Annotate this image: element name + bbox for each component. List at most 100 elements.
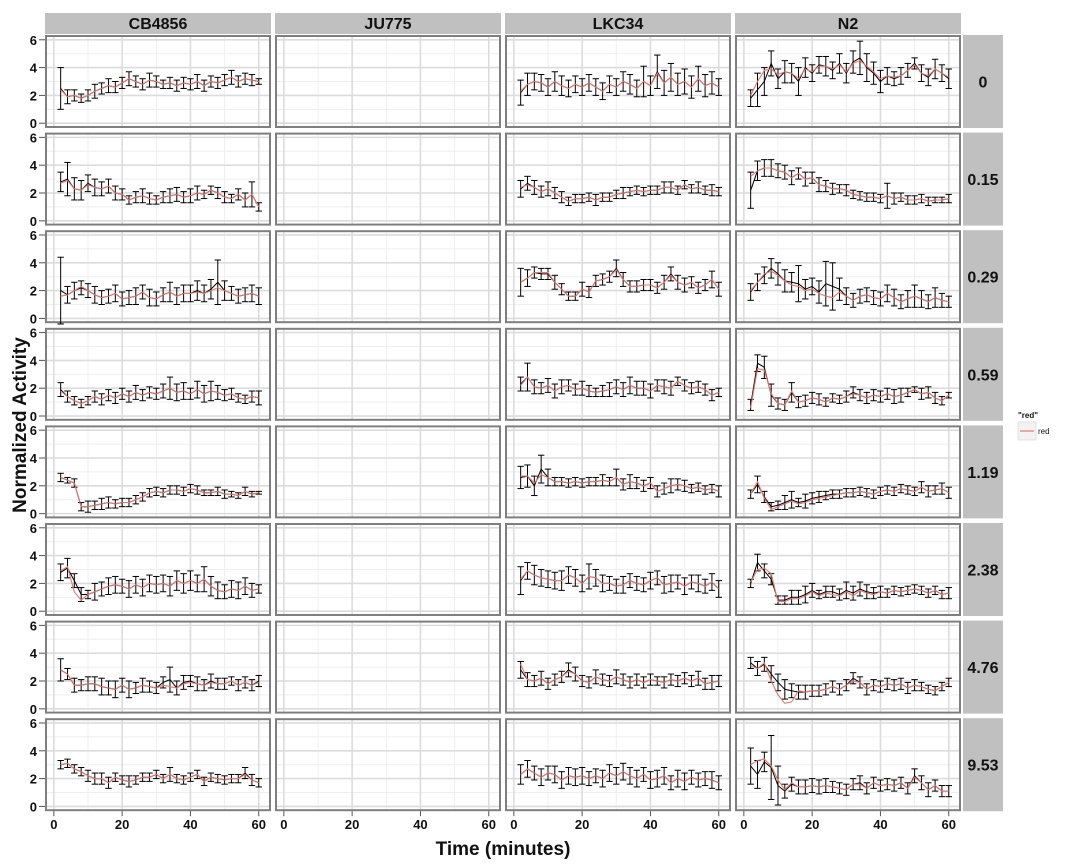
panel-border bbox=[45, 620, 271, 714]
red-line bbox=[520, 72, 720, 92]
series-N2-0 bbox=[747, 40, 952, 108]
panel-border bbox=[45, 230, 271, 324]
series-LKC34-0 bbox=[517, 54, 722, 106]
y-tick-label: 2 bbox=[30, 674, 37, 689]
x-tick-label: 20 bbox=[115, 817, 129, 832]
series-CB4856-0.15 bbox=[57, 161, 262, 212]
red-line bbox=[60, 387, 259, 405]
panel-LKC34-9.53 bbox=[505, 718, 731, 812]
panel-N2-0.59 bbox=[735, 327, 961, 421]
y-axis-title: Normalized Activity bbox=[10, 337, 31, 513]
panel-border bbox=[275, 132, 501, 226]
column-strip-label: N2 bbox=[838, 16, 859, 33]
panel-N2-2.38 bbox=[735, 523, 961, 616]
panel-JU775-9.53 bbox=[275, 718, 501, 812]
column-strip-label: LKC34 bbox=[593, 16, 644, 33]
y-tick-label: 2 bbox=[30, 186, 37, 201]
red-line bbox=[750, 480, 950, 511]
panel-JU775-1.19 bbox=[275, 425, 501, 519]
panel-N2-1.19 bbox=[735, 425, 961, 519]
x-tick-label: 0 bbox=[280, 817, 287, 832]
panel-JU775-2.38 bbox=[275, 523, 501, 616]
panel-CB4856-0.59 bbox=[45, 327, 271, 421]
y-tick-label: 6 bbox=[30, 618, 37, 633]
column-strip-label: CB4856 bbox=[129, 16, 188, 33]
column-strip bbox=[275, 13, 501, 34]
panel-border bbox=[505, 523, 731, 616]
series-CB4856-0.59 bbox=[57, 376, 262, 409]
y-tick-label: 2 bbox=[30, 381, 37, 396]
panel-LKC34-2.38 bbox=[505, 523, 731, 616]
y-tick-label: 4 bbox=[30, 744, 38, 759]
panel-border bbox=[735, 35, 961, 128]
panel-border bbox=[735, 425, 961, 519]
panel-border bbox=[275, 230, 501, 324]
panel-CB4856-2.38 bbox=[45, 523, 271, 616]
red-line bbox=[60, 285, 260, 300]
panel-border bbox=[505, 327, 731, 421]
x-tick-label: 0 bbox=[740, 817, 747, 832]
series-LKC34-4.76 bbox=[517, 661, 722, 690]
series-LKC34-1.19 bbox=[517, 454, 722, 498]
y-tick-label: 6 bbox=[30, 326, 37, 341]
y-tick-label: 4 bbox=[30, 451, 38, 466]
x-tick-label: 40 bbox=[873, 817, 887, 832]
panel-LKC34-0.15 bbox=[505, 132, 731, 226]
panel-N2-0.15 bbox=[735, 132, 961, 226]
row-strip-label: 1.19 bbox=[967, 465, 998, 482]
red-line bbox=[750, 270, 949, 303]
x-axis-title: Time (minutes) bbox=[436, 839, 571, 860]
column-strip-label: JU775 bbox=[364, 16, 411, 33]
panel-JU775-0.15 bbox=[275, 132, 501, 226]
row-strip-label: 0 bbox=[979, 75, 988, 92]
x-tick-label: 20 bbox=[575, 817, 589, 832]
y-tick-label: 0 bbox=[30, 214, 37, 229]
panel-N2-9.53 bbox=[735, 718, 961, 812]
series-CB4856-9.53 bbox=[57, 758, 262, 789]
red-line bbox=[520, 474, 720, 493]
y-tick-label: 0 bbox=[30, 702, 37, 717]
panel-border bbox=[275, 35, 501, 128]
panel-LKC34-0 bbox=[505, 35, 731, 128]
x-tick-label: 60 bbox=[482, 817, 496, 832]
panels-layer bbox=[45, 35, 961, 812]
x-tick-label: 40 bbox=[413, 817, 427, 832]
red-line bbox=[520, 664, 719, 685]
panel-N2-0.29 bbox=[735, 230, 961, 324]
row-strip bbox=[963, 132, 1003, 226]
y-tick-label: 4 bbox=[30, 646, 38, 661]
red-line bbox=[750, 567, 949, 603]
red-line bbox=[520, 268, 720, 297]
series-LKC34-9.53 bbox=[517, 760, 722, 791]
red-line bbox=[520, 184, 719, 202]
x-tick-label: 60 bbox=[712, 817, 726, 832]
panel-border bbox=[735, 620, 961, 714]
panel-border bbox=[505, 718, 731, 812]
y-tick-label: 2 bbox=[30, 479, 37, 494]
series-LKC34-0.29 bbox=[517, 259, 722, 301]
panel-JU775-4.76 bbox=[275, 620, 501, 714]
panel-LKC34-4.76 bbox=[505, 620, 731, 714]
x-tick-label: 20 bbox=[805, 817, 819, 832]
column-strip bbox=[45, 13, 271, 34]
row-strip bbox=[963, 523, 1003, 616]
panel-border bbox=[275, 425, 501, 519]
y-tick-label: 0 bbox=[30, 604, 37, 619]
panel-border bbox=[45, 523, 271, 616]
panel-border bbox=[735, 230, 961, 324]
y-tick-label: 4 bbox=[30, 61, 38, 76]
red-line bbox=[60, 669, 260, 690]
series-N2-9.53 bbox=[747, 734, 952, 806]
series-LKC34-0.59 bbox=[517, 362, 722, 402]
legend-label-red: red bbox=[1038, 427, 1050, 436]
row-strip bbox=[963, 425, 1003, 519]
y-tick-label: 6 bbox=[30, 521, 37, 536]
series-N2-4.76 bbox=[747, 656, 952, 704]
row-strip bbox=[963, 327, 1003, 421]
legend: "red" red bbox=[1017, 411, 1050, 441]
series-LKC34-2.38 bbox=[517, 562, 722, 598]
panel-border bbox=[735, 523, 961, 616]
panel-LKC34-1.19 bbox=[505, 425, 731, 519]
panel-N2-0 bbox=[735, 35, 961, 128]
row-strip bbox=[963, 718, 1003, 812]
